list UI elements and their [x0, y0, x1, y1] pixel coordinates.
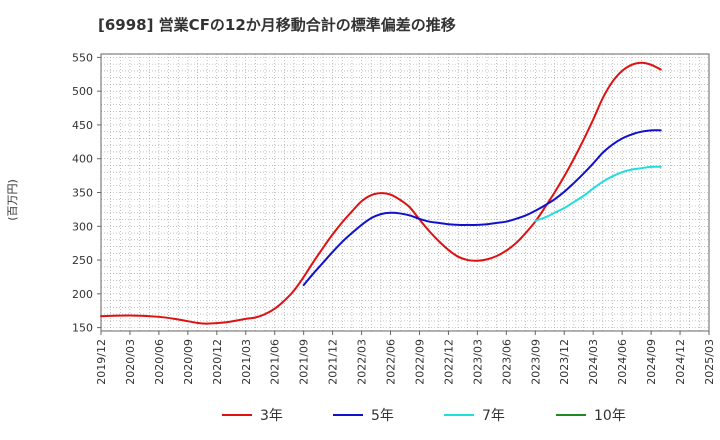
- x-tick-label: 2025/03: [703, 339, 716, 385]
- y-tick-label: 150: [72, 322, 93, 335]
- x-tick-label: 2019/12: [95, 339, 108, 385]
- grid-horizontal: [101, 57, 709, 328]
- y-tick-label: 200: [72, 288, 93, 301]
- x-tick-label: 2024/09: [645, 339, 658, 385]
- x-tick-label: 2022/06: [385, 339, 398, 385]
- x-tick-label: 2021/03: [240, 339, 253, 385]
- series-group: [100, 61, 662, 325]
- series-line-1: [302, 129, 662, 287]
- y-tick-label: 400: [72, 153, 93, 166]
- legend-label-0: 3年: [260, 408, 283, 424]
- x-tick-label: 2020/09: [182, 339, 195, 385]
- legend-label-2: 7年: [482, 408, 505, 424]
- x-tick-label: 2023/03: [471, 339, 484, 385]
- x-tick-label: 2024/06: [616, 339, 629, 385]
- y-tick-label: 550: [72, 51, 93, 64]
- y-axis-label: (百万円): [6, 179, 19, 221]
- y-tick-label: 450: [72, 119, 93, 132]
- x-tick-label: 2022/09: [413, 339, 426, 385]
- x-tick-label: 2024/03: [587, 339, 600, 385]
- x-tick-label: 2020/12: [211, 339, 224, 385]
- legend-label-1: 5年: [371, 408, 394, 424]
- x-axis-ticks: 2019/12 2020/03 2020/06 2020/09 2020/12 2021/…: [95, 331, 716, 385]
- series-line-2: [534, 165, 662, 222]
- x-tick-label: 2023/12: [558, 339, 571, 385]
- y-axis-ticks: 150 200 250 300 350 400 450 500 550: [72, 51, 101, 335]
- x-tick-label: 2024/12: [674, 339, 687, 385]
- chart-title: [6998] 営業CFの12か月移動合計の標準偏差の推移: [98, 16, 456, 34]
- legend-label-3: 10年: [594, 408, 626, 424]
- x-tick-label: 2022/03: [356, 339, 369, 385]
- x-tick-label: 2020/06: [153, 339, 166, 385]
- x-tick-label: 2020/03: [124, 339, 137, 385]
- x-tick-label: 2021/09: [298, 339, 311, 385]
- y-tick-label: 300: [72, 220, 93, 233]
- x-tick-label: 2021/06: [269, 339, 282, 385]
- x-tick-label: 2023/09: [529, 339, 542, 385]
- x-tick-label: 2023/06: [500, 339, 513, 385]
- y-tick-label: 250: [72, 254, 93, 267]
- legend: 3年 5年 7年 10年: [222, 408, 626, 424]
- x-tick-label: 2021/12: [327, 339, 340, 385]
- y-tick-label: 350: [72, 187, 93, 200]
- x-tick-label: 2022/12: [442, 339, 455, 385]
- series-line-0: [100, 61, 662, 325]
- y-tick-label: 500: [72, 85, 93, 98]
